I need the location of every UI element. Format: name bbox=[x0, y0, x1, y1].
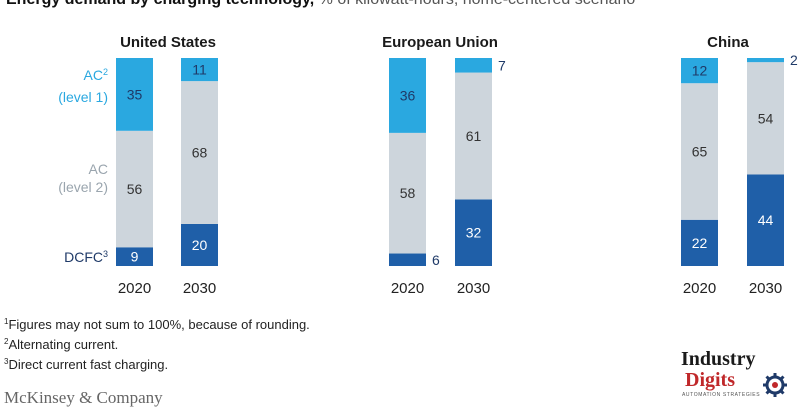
legend-ac-level1-sub: (level 1) bbox=[58, 89, 108, 105]
bar-china-2020-ac-level-2 bbox=[681, 83, 718, 220]
legend-dcfc-name: DCFC3 bbox=[64, 249, 108, 265]
legend-ac-level2-sub: (level 2) bbox=[58, 179, 108, 195]
chart-header: Energy demand by charging technology, % … bbox=[6, 0, 796, 9]
data-label-european-union-2020-dcfc: 6 bbox=[432, 252, 440, 268]
bar-china-2020-ac-level-1 bbox=[681, 58, 718, 84]
bar-european-union-2020-ac-level-2 bbox=[389, 132, 426, 254]
industry-digits-logo: Industry Digits AUTOMATION STRATEGIES bbox=[680, 348, 790, 400]
data-label-china-2030-ac-level-1: 2 bbox=[790, 52, 798, 68]
data-label-china-2030-dcfc: 44 bbox=[758, 212, 774, 228]
panel-title-united-states: United States bbox=[120, 34, 216, 51]
bar-china-2020-dcfc bbox=[681, 219, 718, 266]
bar-china-2030-dcfc bbox=[747, 174, 784, 266]
gear-icon bbox=[763, 373, 787, 397]
data-label-european-union-2020-ac-level-1: 36 bbox=[400, 87, 416, 103]
logo-tagline: AUTOMATION STRATEGIES bbox=[682, 392, 761, 398]
x-tick-european-union-2020: 2020 bbox=[391, 280, 424, 297]
chart-subtitle: % of kilowatt-hours, home-centered scena… bbox=[314, 0, 636, 8]
data-label-european-union-2020-ac-level-2: 58 bbox=[400, 185, 416, 201]
data-label-united-states-2030-ac-level-2: 68 bbox=[192, 145, 208, 161]
bar-european-union-2020-ac-level-1 bbox=[389, 58, 426, 133]
x-tick-european-union-2030: 2030 bbox=[457, 280, 490, 297]
data-label-european-union-2030-ac-level-1: 7 bbox=[498, 57, 506, 73]
x-tick-united-states-2020: 2020 bbox=[118, 280, 151, 297]
bar-european-union-2030-ac-level-1 bbox=[455, 58, 492, 73]
legend-ac-level2-name: AC bbox=[89, 161, 108, 177]
data-label-united-states-2020-ac-level-1: 35 bbox=[127, 86, 143, 102]
data-label-united-states-2020-ac-level-2: 56 bbox=[127, 181, 143, 197]
data-label-united-states-2030-dcfc: 20 bbox=[192, 237, 208, 253]
footnote-2: 2Alternating current. bbox=[4, 337, 119, 352]
bar-european-union-2020-dcfc bbox=[389, 253, 426, 266]
footnote-3: 3Direct current fast charging. bbox=[4, 357, 169, 372]
data-label-china-2020-ac-level-2: 65 bbox=[692, 143, 708, 159]
data-label-united-states-2020-dcfc: 9 bbox=[131, 249, 139, 265]
panel-title-european-union: European Union bbox=[382, 34, 498, 51]
x-tick-united-states-2030: 2030 bbox=[183, 280, 216, 297]
logo-line-1: Industry bbox=[681, 348, 756, 370]
legend-ac-level1-name: AC2 bbox=[84, 67, 108, 83]
data-label-european-union-2030-ac-level-2: 61 bbox=[466, 128, 482, 144]
stacked-bar-chart: United States9563520202068112030European… bbox=[58, 34, 798, 297]
bar-united-states-2030-ac-level-2 bbox=[181, 81, 218, 224]
bar-china-2030-ac-level-2 bbox=[747, 62, 784, 175]
bar-european-union-2030-ac-level-2 bbox=[455, 72, 492, 200]
chart-title: Energy demand by charging technology, bbox=[6, 0, 314, 8]
panel-title-china: China bbox=[707, 34, 749, 51]
bar-china-2030-ac-level-1 bbox=[747, 58, 784, 63]
bar-united-states-2020-ac-level-2 bbox=[116, 130, 153, 248]
data-label-china-2030-ac-level-2: 54 bbox=[758, 110, 774, 126]
data-label-china-2020-ac-level-1: 12 bbox=[692, 63, 708, 79]
x-tick-china-2020: 2020 bbox=[683, 280, 716, 297]
x-tick-china-2030: 2030 bbox=[749, 280, 782, 297]
footnote-1: 1Figures may not sum to 100%, because of… bbox=[4, 317, 310, 332]
data-label-european-union-2030-dcfc: 32 bbox=[466, 225, 482, 241]
logo-line-2: Digits bbox=[685, 369, 735, 391]
source-credit: McKinsey & Company bbox=[4, 388, 163, 407]
data-label-united-states-2030-ac-level-1: 11 bbox=[192, 62, 207, 78]
bar-united-states-2020-dcfc bbox=[116, 247, 153, 266]
bar-united-states-2020-ac-level-1 bbox=[116, 58, 153, 131]
bar-united-states-2030-dcfc bbox=[181, 223, 218, 266]
bar-united-states-2030-ac-level-1 bbox=[181, 58, 218, 82]
data-label-china-2020-dcfc: 22 bbox=[692, 235, 708, 251]
bar-european-union-2030-dcfc bbox=[455, 199, 492, 266]
footnotes: 1Figures may not sum to 100%, because of… bbox=[4, 313, 310, 373]
